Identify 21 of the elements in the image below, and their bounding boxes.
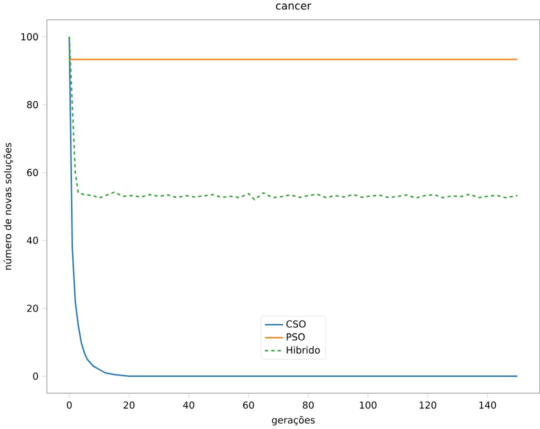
chart-title: cancer (276, 4, 312, 10)
legend-label: CSO (286, 320, 306, 328)
legend-label: Hibrido (286, 346, 320, 354)
x-tick-label: 60 (243, 401, 254, 409)
legend-label: PSO (286, 333, 305, 341)
x-tick-label: 140 (479, 401, 496, 409)
x-axis-title: gerações (272, 416, 315, 426)
y-tick-label: 40 (26, 236, 38, 244)
y-axis-title: número de novas soluções (4, 142, 14, 270)
y-tick-label: 60 (27, 168, 38, 176)
x-tick-label: 100 (360, 401, 377, 409)
y-tick-label: 0 (33, 372, 38, 380)
y-tick-label: 100 (21, 33, 38, 40)
x-tick-label: 120 (420, 401, 436, 409)
x-tick-label: 40 (183, 401, 194, 409)
x-tick-label: 80 (302, 401, 314, 409)
x-tick-label: 0 (66, 401, 72, 409)
x-tick-label: 20 (124, 401, 134, 409)
line-series (68, 36, 518, 377)
y-tick-label: 80 (27, 101, 38, 108)
y-tick-label: 20 (27, 304, 38, 312)
